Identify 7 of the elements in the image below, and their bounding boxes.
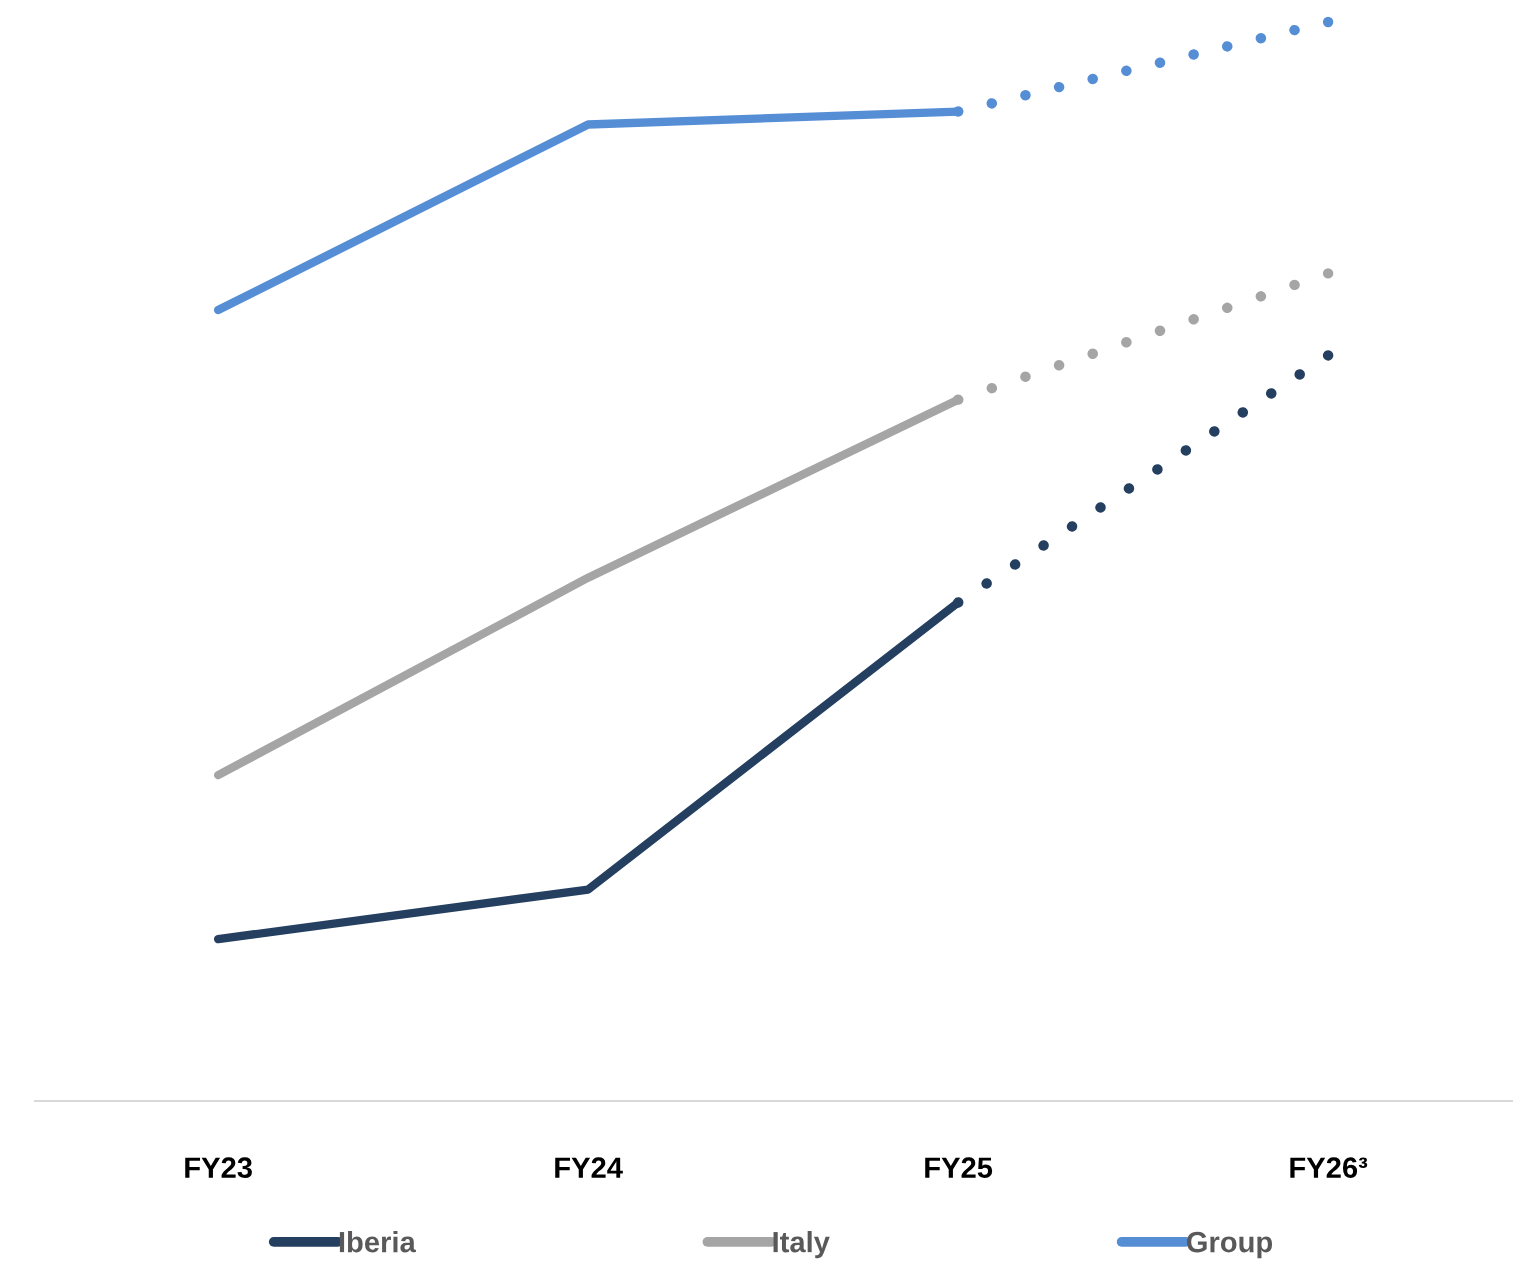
legend-label: Group [1186, 1231, 1273, 1259]
legend-label: Italy [773, 1230, 830, 1259]
x-tick-label: FY25 [925, 1157, 993, 1178]
x-tick-label: FY26³ [1290, 1157, 1368, 1178]
x-tick-label: FY23 [185, 1157, 252, 1179]
legend-label: Iberia [339, 1230, 416, 1253]
x-tick-label: FY24 [555, 1157, 623, 1178]
